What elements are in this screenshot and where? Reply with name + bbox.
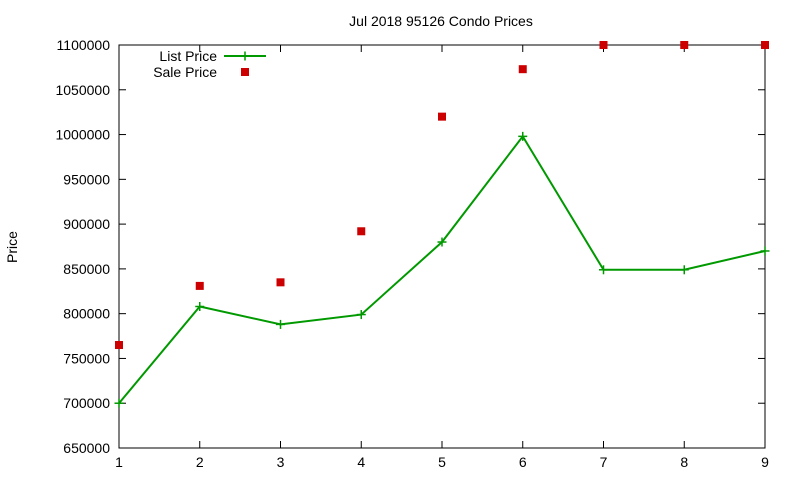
y-tick-label: 850000 xyxy=(63,261,110,277)
y-tick-label: 700000 xyxy=(63,395,110,411)
legend-marker-sale-price xyxy=(241,68,249,76)
x-tick-label: 5 xyxy=(438,454,446,470)
legend-label-sale-price: Sale Price xyxy=(153,64,217,80)
x-tick-label: 6 xyxy=(519,454,527,470)
y-tick-label: 650000 xyxy=(63,440,110,456)
y-tick-label: 800000 xyxy=(63,306,110,322)
list-price-point xyxy=(437,237,447,247)
list-price-point xyxy=(760,246,770,256)
sale-price-point xyxy=(680,41,689,49)
x-tick-label: 8 xyxy=(680,454,688,470)
sale-price-point xyxy=(599,41,608,49)
list-price-point xyxy=(679,265,689,275)
y-tick-label: 900000 xyxy=(63,216,110,232)
legend-marker-list-price xyxy=(240,51,250,61)
sale-price-point xyxy=(115,341,123,350)
list-price-point xyxy=(276,319,285,329)
sale-price-point xyxy=(761,41,769,49)
x-tick-label: 3 xyxy=(277,454,285,470)
y-tick-label: 1100000 xyxy=(57,37,111,53)
y-tick-label: 1050000 xyxy=(55,82,110,98)
list-price-point xyxy=(114,398,124,408)
y-tick-label: 1000000 xyxy=(55,127,110,143)
list-price-point xyxy=(195,302,205,312)
y-tick-label: 750000 xyxy=(63,350,110,366)
y-tick-label: 950000 xyxy=(63,171,110,187)
x-tick-label: 4 xyxy=(357,454,365,470)
chart-title: Jul 2018 95126 Condo Prices xyxy=(349,13,533,29)
x-tick-label: 1 xyxy=(115,454,123,470)
y-axis: 650000 700000 750000 800000 850000 900000 9500… xyxy=(55,37,765,456)
sale-price-point xyxy=(276,278,285,287)
y-axis-label: Price xyxy=(4,231,20,263)
list-price-point xyxy=(518,131,528,141)
sale-price-point xyxy=(357,227,366,236)
x-tick-label: 9 xyxy=(761,454,769,470)
list-price-line xyxy=(118,134,766,404)
series-layer xyxy=(114,41,770,408)
sale-price-point xyxy=(438,112,446,121)
x-axis: 1 2 3 4 5 6 7 8 9 xyxy=(115,45,769,470)
list-price-point xyxy=(356,310,366,320)
sale-price-point xyxy=(195,281,204,290)
x-tick-label: 7 xyxy=(600,454,608,470)
list-price-point xyxy=(599,265,608,275)
legend-label-list-price: List Price xyxy=(159,48,217,64)
x-tick-label: 2 xyxy=(196,454,204,470)
sale-price-point xyxy=(518,65,527,74)
